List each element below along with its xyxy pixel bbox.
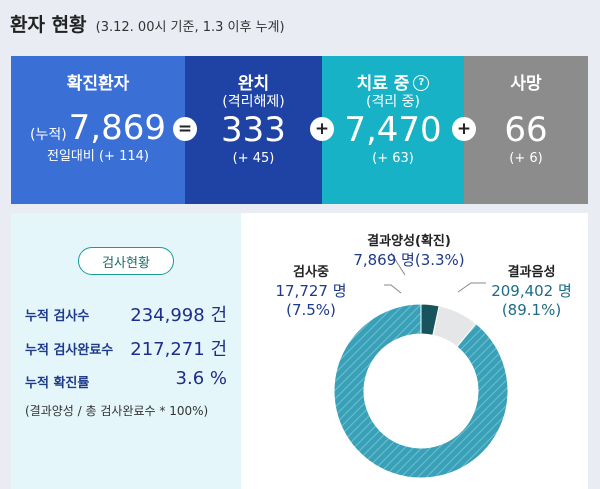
stats-panel: 확진환자 (누적) 7,869 전일대비 (+ 114) 완치 (격리해제) 3… bbox=[11, 56, 588, 204]
negative-slice-percent: (89.1%) bbox=[501, 301, 562, 319]
positive-annotation: 결과양성(확진) 7,869 명(3.3%) bbox=[349, 232, 469, 270]
deaths-value: 66 bbox=[504, 110, 548, 150]
released-sub: (격리해제) bbox=[222, 94, 285, 110]
released-delta: (+ 45) bbox=[232, 151, 275, 166]
deaths-label: 사망 bbox=[510, 74, 542, 94]
treatment-sub: (격리 중) bbox=[365, 94, 420, 110]
treatment-value: 7,470 bbox=[344, 110, 442, 150]
treatment-delta: (+ 63) bbox=[372, 151, 414, 166]
positive-slice-value: 7,869 명 bbox=[353, 251, 415, 269]
equals-icon: = bbox=[173, 117, 197, 141]
testing-row-value: 234,998 건 bbox=[130, 305, 227, 326]
result-donut-chart bbox=[333, 252, 509, 479]
confirmed-label: 확진환자 bbox=[66, 74, 130, 94]
testing-summary: 검사현황 누적 검사수 234,998 건 누적 검사완료수 217,271 건… bbox=[11, 213, 241, 489]
confirmed-card: 확진환자 (누적) 7,869 전일대비 (+ 114) bbox=[11, 56, 185, 204]
plus-icon: + bbox=[310, 117, 334, 141]
plus-icon: + bbox=[452, 117, 476, 141]
released-card: 완치 (격리해제) 333 (+ 45) bbox=[185, 56, 322, 204]
header: 환자 현황 (3.12. 00시 기준, 1.3 이후 누계) bbox=[10, 10, 590, 40]
negative-annotation: 결과음성 209,402 명 (89.1%) bbox=[479, 263, 584, 320]
testing-tag: 검사현황 bbox=[78, 247, 174, 275]
testing-row-label: 누적 검사수 bbox=[25, 309, 90, 324]
help-icon[interactable]: ? bbox=[413, 75, 430, 91]
confirmed-value: 7,869 bbox=[68, 108, 167, 148]
testing-row-label: 누적 확진률 bbox=[25, 376, 90, 391]
testing-row: 누적 확진률 3.6 % bbox=[25, 368, 235, 392]
leader-line-positive bbox=[390, 252, 406, 276]
deaths-delta: (+ 6) bbox=[509, 151, 543, 166]
testing-panel: 검사현황 누적 검사수 234,998 건 누적 검사완료수 217,271 건… bbox=[11, 213, 588, 489]
leader-line-negative bbox=[457, 282, 486, 293]
testing-row: 누적 검사완료수 217,271 건 bbox=[25, 335, 235, 360]
negative-slice-value: 209,402 명 bbox=[491, 282, 572, 300]
positive-slice-percent: (3.3%) bbox=[414, 251, 465, 269]
testing-row-label: 누적 검사완료수 bbox=[25, 343, 114, 358]
testing-slice-percent: (7.5%) bbox=[286, 301, 336, 319]
testing-annotation: 검사중 17,727 명 (7.5%) bbox=[251, 263, 371, 320]
released-label: 완치 bbox=[237, 74, 270, 94]
leader-line-testing bbox=[384, 284, 402, 294]
testing-slice-value: 17,727 명 bbox=[275, 282, 347, 300]
confirmed-prefix: (누적) bbox=[29, 127, 67, 143]
testing-row: 누적 검사수 234,998 건 bbox=[25, 301, 235, 326]
page-title: 환자 현황 bbox=[10, 14, 87, 36]
testing-note: (결과양성 / 총 검사완료수 * 100%) bbox=[25, 404, 209, 418]
treatment-label: 치료 중 bbox=[356, 74, 410, 94]
testing-row-value: 217,271 건 bbox=[130, 339, 227, 360]
testing-row-value: 3.6 % bbox=[175, 368, 227, 389]
deaths-card: 사망 66 (+ 6) bbox=[464, 56, 588, 204]
released-value: 333 bbox=[221, 110, 286, 150]
negative-slice-label: 결과음성 bbox=[507, 265, 556, 280]
testing-slice-label: 검사중 bbox=[293, 265, 329, 280]
treatment-card: 치료 중? (격리 중) 7,470 (+ 63) bbox=[322, 56, 464, 204]
donut-slice-negative bbox=[333, 303, 509, 479]
page-subtitle: (3.12. 00시 기준, 1.3 이후 누계) bbox=[95, 20, 285, 35]
positive-slice-label: 결과양성(확진) bbox=[367, 234, 451, 249]
confirmed-delta: 전일대비 (+ 114) bbox=[47, 149, 149, 164]
